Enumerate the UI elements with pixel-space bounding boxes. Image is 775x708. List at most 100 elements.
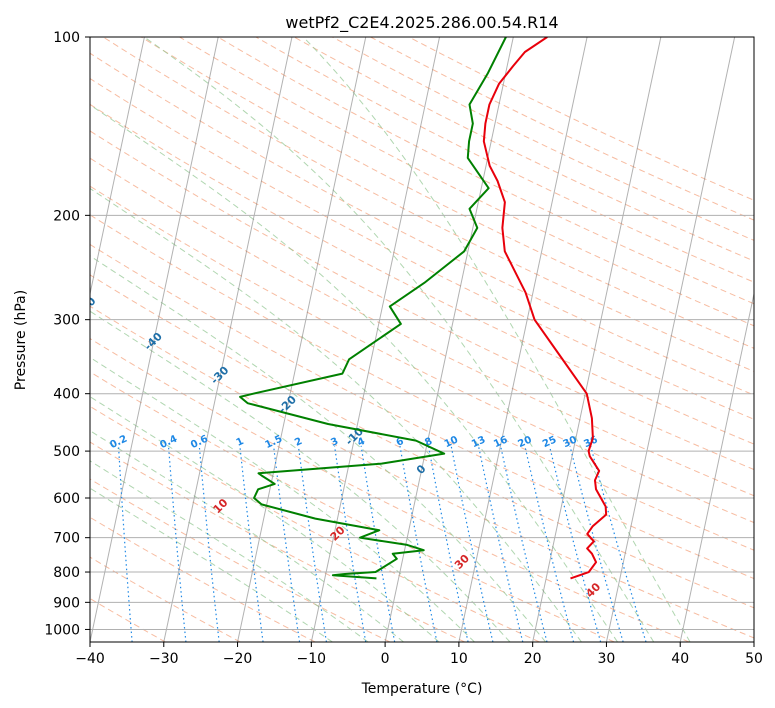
y-tick-label: 100 (53, 30, 80, 46)
isotherm-label: 0 (414, 462, 429, 477)
mixing-ratio-line (427, 445, 469, 642)
mixing-ratio-label: 2 (293, 436, 304, 449)
dry-adiabat (90, 77, 754, 420)
dry-adiabat-label: 10 (211, 496, 231, 516)
isotherm-label: -50 (75, 294, 98, 317)
moist-adiabat (143, 37, 655, 642)
x-tick-label: 50 (745, 651, 763, 667)
dry-adiabat (90, 371, 615, 642)
y-tick-label: 1000 (44, 622, 80, 638)
x-tick-label: −40 (75, 651, 105, 667)
x-tick-label: −10 (297, 651, 327, 667)
x-tick-label: 40 (671, 651, 689, 667)
dry-adiabat (90, 274, 754, 609)
mixing-ratio-line (500, 445, 548, 642)
moist-adiabat (90, 396, 440, 642)
x-tick-label: −20 (223, 651, 253, 667)
moist-adiabat (90, 310, 511, 642)
chart-title: wetPf2_C2E4.2025.286.00.54.R14 (285, 13, 558, 33)
dry-adiabat (332, 37, 754, 241)
dry-adiabat (217, 37, 754, 305)
x-tick-label: 20 (524, 651, 542, 667)
mixing-ratio-line (297, 445, 328, 642)
isotherm-line (90, 37, 219, 642)
isotherm-line (384, 37, 514, 642)
dry-adiabat (90, 441, 465, 642)
moist-adiabat (90, 104, 618, 642)
plot-area: -100-90-80-70-60-50-40-30-20-1000.10.20.… (0, 37, 754, 642)
dry-adiabat (102, 37, 754, 372)
moist-adiabat (90, 460, 369, 642)
y-tick-label: 800 (53, 565, 80, 581)
x-tick-label: −30 (149, 651, 179, 667)
y-tick-label: 900 (53, 595, 80, 611)
mixing-ratio-label: 13 (470, 434, 487, 450)
mixing-ratio-line (333, 445, 367, 642)
dry-adiabat (90, 243, 754, 580)
isotherm-line (163, 37, 293, 642)
dry-adiabat (90, 556, 241, 642)
y-tick-label: 400 (53, 387, 80, 403)
isotherm-line (237, 37, 367, 642)
y-tick-label: 500 (53, 444, 80, 460)
dry-adiabat (90, 52, 754, 396)
mixing-ratio-line (548, 445, 602, 642)
moist-adiabat (90, 487, 333, 642)
dry-adiabat (255, 37, 754, 283)
mixing-ratio-line (590, 445, 647, 642)
mixing-ratio-line (524, 445, 575, 642)
dry-adiabat (90, 157, 754, 497)
x-axis-label: Temperature (°C) (361, 681, 483, 697)
mixing-ratio-label: 25 (541, 434, 558, 450)
mixing-ratio-line (360, 445, 396, 642)
mixing-ratio-label: 3 (329, 436, 340, 449)
dry-adiabat (90, 305, 754, 639)
mixing-ratio-label: 30 (562, 434, 579, 450)
y-axis-label: Pressure (hPa) (13, 290, 29, 390)
mixing-ratio-label: 1 (235, 436, 246, 449)
moist-adiabat (90, 356, 475, 642)
dry-adiabat (90, 337, 690, 642)
isotherm-line (605, 37, 736, 642)
dry-adiabat (90, 103, 754, 445)
temperature-line (482, 37, 608, 580)
mixing-ratio-label: 20 (516, 434, 533, 450)
dewpoint-line (239, 37, 507, 580)
y-tick-label: 600 (53, 491, 80, 507)
y-tick-label: 200 (53, 208, 80, 224)
isotherm-label: -60 (13, 241, 36, 264)
y-tick-label: 700 (53, 531, 80, 547)
plot-frame (89, 36, 755, 643)
mixing-ratio-line (399, 445, 438, 642)
isotherm-line (90, 37, 145, 297)
x-tick-label: 30 (598, 651, 616, 667)
dry-adiabat (90, 405, 540, 642)
mixing-ratio-label: 6 (395, 436, 406, 449)
y-tick-label: 300 (53, 313, 80, 329)
mixing-ratio-line (273, 445, 301, 642)
mixing-ratio-line (167, 445, 187, 642)
isotherm-line (0, 37, 71, 642)
dry-adiabat (90, 478, 391, 642)
dry-adiabat (90, 214, 754, 551)
moist-adiabat (90, 187, 582, 642)
dry-adiabat (90, 516, 316, 642)
dry-adiabat (141, 37, 754, 349)
dry-adiabat (408, 37, 754, 201)
x-tick-label: 0 (381, 651, 390, 667)
moist-adiabat (302, 37, 691, 642)
dry-adiabat (90, 185, 754, 524)
y-axis: 100 200 300 400 500 600 700 800 900 1000 (44, 30, 90, 638)
isotherm-line (679, 291, 754, 642)
mixing-ratio-label: 10 (443, 434, 460, 450)
mixing-ratio-label: 4 (356, 436, 367, 449)
mixing-ratio-label: 8 (423, 436, 434, 449)
isotherm-label: -30 (208, 363, 231, 386)
isotherm-line (532, 37, 662, 642)
mixing-ratio-line (450, 445, 494, 642)
dry-adiabat (370, 37, 754, 221)
isotherm-line (310, 37, 441, 642)
mixing-ratio-label: 16 (492, 434, 509, 450)
